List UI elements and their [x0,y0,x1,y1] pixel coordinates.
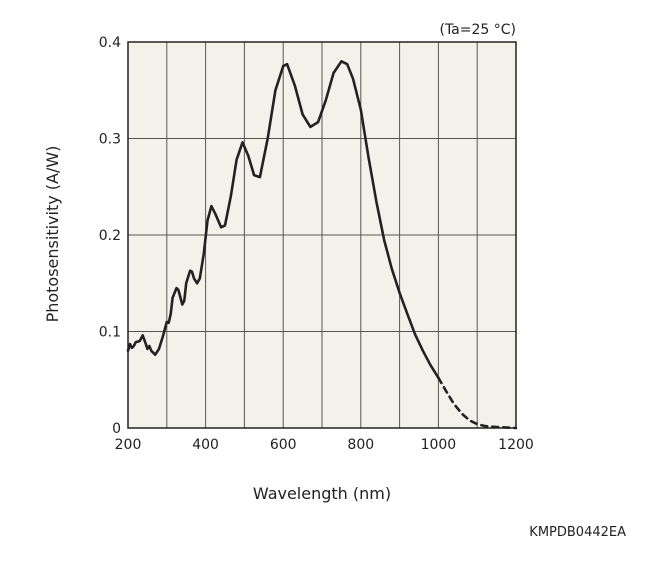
x-tick-label: 400 [192,437,219,453]
x-tick-label: 200 [115,437,142,453]
plot-frame [127,41,517,429]
spectral-curve-extrapolated [437,376,518,430]
x-axis-ticks: 200 400 600 800 1000 1200 [115,437,534,453]
series-layer [126,60,518,430]
y-tick-label: 0.3 [99,132,121,148]
y-axis-label: Photosensitivity (A/W) [43,146,62,323]
x-tick-label: 1200 [498,437,534,453]
spectral-curve [126,60,440,380]
x-tick-label: 600 [270,437,297,453]
y-tick-label: 0.4 [99,35,121,51]
x-tick-label: 800 [347,437,374,453]
y-axis-ticks: 0 0.1 0.2 0.3 0.4 [99,35,121,437]
figure-code: KMPDB0442EA [529,525,626,540]
y-tick-label: 0.2 [99,228,121,244]
y-tick-label: 0 [112,421,121,437]
condition-annotation: (Ta=25 °C) [439,22,516,38]
x-axis-label: Wavelength (nm) [253,484,391,503]
y-tick-label: 0.1 [99,325,121,341]
x-tick-label: 1000 [421,437,457,453]
